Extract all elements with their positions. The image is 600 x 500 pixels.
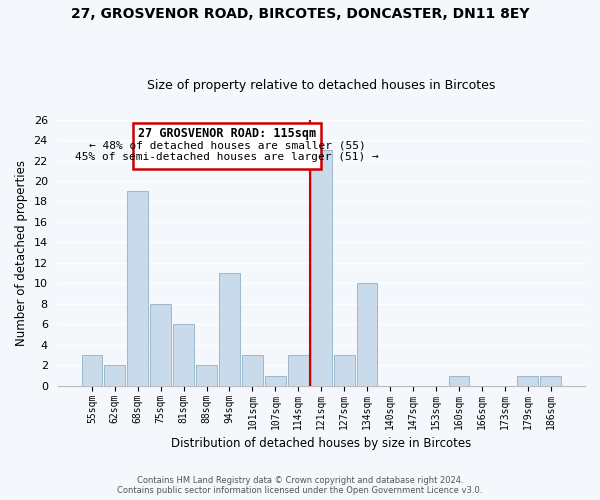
Bar [242, 355, 263, 386]
Text: 27 GROSVENOR ROAD: 115sqm: 27 GROSVENOR ROAD: 115sqm [138, 127, 316, 140]
Bar [173, 324, 194, 386]
Bar [196, 366, 217, 386]
Text: 45% of semi-detached houses are larger (51) →: 45% of semi-detached houses are larger (… [76, 152, 379, 162]
Text: 27, GROSVENOR ROAD, BIRCOTES, DONCASTER, DN11 8EY: 27, GROSVENOR ROAD, BIRCOTES, DONCASTER,… [71, 8, 529, 22]
Bar [151, 304, 171, 386]
Y-axis label: Number of detached properties: Number of detached properties [15, 160, 28, 346]
Bar [517, 376, 538, 386]
Bar [334, 355, 355, 386]
Bar [449, 376, 469, 386]
Bar [104, 366, 125, 386]
Bar [82, 355, 102, 386]
Bar [357, 284, 377, 386]
Bar [219, 273, 240, 386]
Bar [288, 355, 308, 386]
Bar [265, 376, 286, 386]
Bar [541, 376, 561, 386]
Bar [127, 191, 148, 386]
X-axis label: Distribution of detached houses by size in Bircotes: Distribution of detached houses by size … [171, 437, 472, 450]
Bar [311, 150, 332, 386]
FancyBboxPatch shape [133, 122, 321, 168]
Text: Contains HM Land Registry data © Crown copyright and database right 2024.
Contai: Contains HM Land Registry data © Crown c… [118, 476, 482, 495]
Text: ← 48% of detached houses are smaller (55): ← 48% of detached houses are smaller (55… [89, 140, 365, 150]
Title: Size of property relative to detached houses in Bircotes: Size of property relative to detached ho… [147, 79, 496, 92]
